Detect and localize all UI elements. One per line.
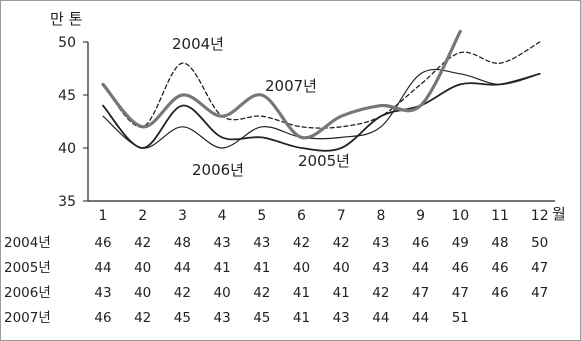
table-cell: 45 bbox=[253, 310, 270, 326]
table-cell: 44 bbox=[412, 260, 429, 276]
series-line-3 bbox=[101, 29, 462, 140]
series-label-3: 2007년 bbox=[265, 77, 317, 95]
table-cell: 44 bbox=[372, 310, 389, 326]
x-tick-label: 2 bbox=[138, 208, 147, 224]
y-tick-label: 35 bbox=[58, 194, 76, 210]
table-cell: 40 bbox=[333, 260, 350, 276]
table-cell: 46 bbox=[412, 235, 429, 251]
table-cell: 42 bbox=[333, 235, 350, 251]
table-cell: 51 bbox=[452, 310, 469, 326]
table-cell: 40 bbox=[134, 260, 151, 276]
x-tick-label: 8 bbox=[376, 208, 385, 224]
table-cell: 40 bbox=[214, 285, 231, 301]
x-tick-label: 5 bbox=[257, 208, 266, 224]
table-cell: 44 bbox=[174, 260, 191, 276]
table-cell: 47 bbox=[531, 260, 548, 276]
series-line-1 bbox=[102, 72, 541, 152]
x-tick-label: 7 bbox=[337, 208, 346, 224]
series-label-2: 2006년 bbox=[192, 161, 244, 179]
table-row-label: 2007년 bbox=[4, 310, 51, 326]
table-cell: 43 bbox=[333, 310, 350, 326]
table-cell: 48 bbox=[174, 235, 191, 251]
table-cell: 44 bbox=[412, 310, 429, 326]
table-cell: 46 bbox=[452, 260, 469, 276]
series-line-0 bbox=[102, 41, 541, 129]
x-tick-label: 12 bbox=[531, 208, 549, 224]
series-label-0: 2004년 bbox=[172, 35, 224, 53]
x-tick-label: 9 bbox=[416, 208, 425, 224]
table-cell: 42 bbox=[134, 310, 151, 326]
table-cell: 42 bbox=[134, 235, 151, 251]
table-cell: 46 bbox=[491, 260, 508, 276]
table-cell: 41 bbox=[293, 310, 310, 326]
table-cell: 47 bbox=[412, 285, 429, 301]
table-cell: 41 bbox=[253, 260, 270, 276]
table-cell: 43 bbox=[253, 235, 270, 251]
table-cell: 46 bbox=[94, 235, 111, 251]
table-cell: 50 bbox=[531, 235, 548, 251]
table-cell: 41 bbox=[214, 260, 231, 276]
table-cell: 42 bbox=[293, 235, 310, 251]
table-cell: 43 bbox=[214, 235, 231, 251]
table-cell: 46 bbox=[94, 310, 111, 326]
table-cell: 43 bbox=[214, 310, 231, 326]
x-tick-label: 6 bbox=[297, 208, 306, 224]
table-row-label: 2006년 bbox=[4, 285, 51, 301]
x-tick-label: 3 bbox=[178, 208, 187, 224]
table-cell: 43 bbox=[372, 235, 389, 251]
table-cell: 43 bbox=[94, 285, 111, 301]
table-cell: 42 bbox=[253, 285, 270, 301]
table-cell: 40 bbox=[293, 260, 310, 276]
x-tick-label: 10 bbox=[451, 208, 469, 224]
series-label-1: 2005년 bbox=[298, 152, 350, 170]
x-tick-label: 1 bbox=[99, 208, 108, 224]
y-tick-label: 45 bbox=[58, 88, 76, 104]
table-cell: 48 bbox=[491, 235, 508, 251]
table-row-label: 2005년 bbox=[4, 260, 51, 276]
table-cell: 41 bbox=[293, 285, 310, 301]
table-cell: 42 bbox=[372, 285, 389, 301]
x-axis-unit: 월 bbox=[552, 205, 566, 223]
y-tick-label: 40 bbox=[58, 141, 76, 157]
y-axis-label: 만 톤 bbox=[50, 10, 82, 28]
x-tick-label: 11 bbox=[491, 208, 509, 224]
table-cell: 40 bbox=[134, 285, 151, 301]
table-cell: 41 bbox=[333, 285, 350, 301]
data-table: 2004년 46 42 48 43 43 42 42 43 46 49 48 50 2005년 44 40 44… bbox=[4, 235, 548, 326]
plot-area bbox=[83, 29, 555, 202]
table-cell: 42 bbox=[174, 285, 191, 301]
table-cell: 49 bbox=[452, 235, 469, 251]
x-tick-label: 4 bbox=[218, 208, 227, 224]
table-cell: 47 bbox=[531, 285, 548, 301]
series-line-2 bbox=[102, 68, 541, 149]
table-cell: 47 bbox=[452, 285, 469, 301]
table-cell: 45 bbox=[174, 310, 191, 326]
y-tick-label: 50 bbox=[58, 35, 76, 51]
table-row-label: 2004년 bbox=[4, 235, 51, 251]
table-cell: 43 bbox=[372, 260, 389, 276]
table-cell: 44 bbox=[94, 260, 111, 276]
table-cell: 46 bbox=[491, 285, 508, 301]
